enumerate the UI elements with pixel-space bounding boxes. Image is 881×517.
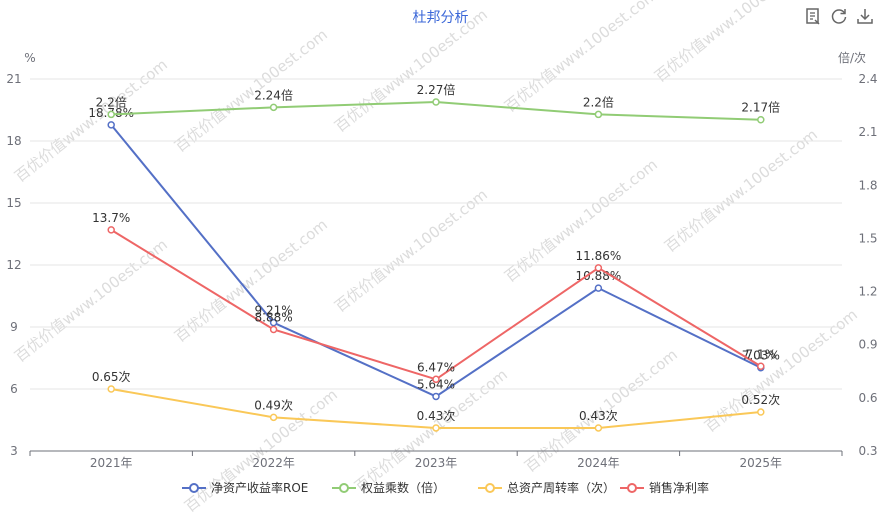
- series-line-3: [110, 229, 762, 381]
- legend-label: 权益乘数（倍）: [361, 480, 445, 495]
- x-tick-label: 2022年: [252, 456, 295, 470]
- series-line-0: [110, 124, 762, 398]
- legend-marker: [627, 483, 637, 493]
- data-label: 5.64%: [417, 377, 455, 391]
- data-point: [594, 284, 603, 292]
- data-point: [107, 385, 115, 393]
- data-point: [269, 318, 278, 327]
- x-tick-label: 2024年: [577, 456, 620, 470]
- data-point: [432, 98, 440, 106]
- y-right-tick-label: 0.3: [858, 444, 877, 458]
- data-label: 2.17倍: [741, 100, 780, 115]
- data-label: 0.52次: [741, 393, 780, 407]
- y-left-tick-label: 12: [6, 258, 21, 272]
- data-point: [107, 121, 115, 129]
- data-point: [107, 110, 115, 119]
- data-label: 2.24倍: [254, 87, 293, 102]
- legend-label: 净资产收益率ROE: [211, 480, 308, 495]
- y-right-tick-label: 1.5: [858, 231, 877, 245]
- y-left-tick-label: 6: [10, 382, 18, 396]
- refresh-icon[interactable]: [829, 6, 849, 26]
- data-label: 0.43次: [579, 409, 618, 423]
- data-label: 7.1%: [746, 347, 777, 361]
- data-point: [269, 413, 278, 422]
- legend-marker: [339, 483, 349, 493]
- y-right-tick-label: 1.8: [858, 178, 877, 192]
- data-label: 6.47%: [417, 360, 455, 374]
- data-label: 0.49次: [254, 398, 293, 412]
- data-label: 0.65次: [92, 370, 131, 384]
- data-label: 8.88%: [255, 310, 293, 324]
- download-icon[interactable]: [855, 6, 875, 26]
- data-view-icon[interactable]: [803, 6, 823, 26]
- data-point: [269, 325, 278, 334]
- y-left-unit: %: [24, 51, 35, 65]
- y-left-tick-label: 18: [6, 134, 21, 148]
- y-right-tick-label: 0.9: [858, 338, 877, 352]
- data-point: [594, 264, 603, 272]
- line-chart: 3 6 9 12 15 18 21 0.3 0.6 0.9 1.2 1.5 1.8 2.1 2.4% 倍/次 2…: [6, 50, 877, 495]
- data-label: 13.7%: [92, 211, 130, 225]
- data-point: [432, 392, 440, 401]
- data-point: [107, 226, 115, 234]
- data-point: [432, 375, 440, 384]
- data-point: [594, 424, 603, 432]
- data-label: 2.2倍: [96, 94, 127, 109]
- data-label: 2.27倍: [417, 82, 456, 97]
- y-right-tick-label: 2.1: [858, 125, 877, 139]
- x-tick-label: 2021年: [90, 456, 133, 470]
- data-point: [269, 103, 278, 112]
- data-point: [757, 362, 765, 371]
- y-left-tick-label: 21: [6, 72, 21, 86]
- y-left-tick-label: 15: [6, 196, 21, 210]
- x-tick-label: 2023年: [415, 456, 458, 470]
- data-point: [432, 424, 440, 432]
- data-label: 10.88%: [576, 269, 622, 283]
- data-label: 11.86%: [576, 249, 622, 263]
- y-right-tick-label: 2.4: [858, 72, 877, 86]
- data-label: 9.21%: [255, 304, 293, 318]
- data-point: [757, 408, 765, 416]
- y-right-unit: 倍/次: [838, 50, 866, 65]
- y-right-tick-label: 1.2: [858, 285, 877, 299]
- data-point: [594, 110, 603, 119]
- y-left-tick-label: 9: [10, 320, 18, 334]
- y-left-tick-label: 3: [10, 444, 18, 458]
- legend-marker: [485, 483, 495, 493]
- x-tick-label: 2025年: [740, 456, 783, 470]
- legend-marker: [189, 483, 199, 493]
- y-right-tick-label: 0.6: [858, 391, 877, 405]
- data-label: 7.03%: [742, 349, 780, 363]
- data-label: 2.2倍: [583, 94, 614, 109]
- chart-title: 杜邦分析: [412, 10, 469, 26]
- data-point: [757, 115, 765, 124]
- legend-label: 总资产周转率（次）: [507, 480, 615, 495]
- chart-toolbar: [803, 6, 875, 26]
- data-label: 0.43次: [417, 409, 456, 423]
- legend-label: 销售净利率: [649, 480, 709, 495]
